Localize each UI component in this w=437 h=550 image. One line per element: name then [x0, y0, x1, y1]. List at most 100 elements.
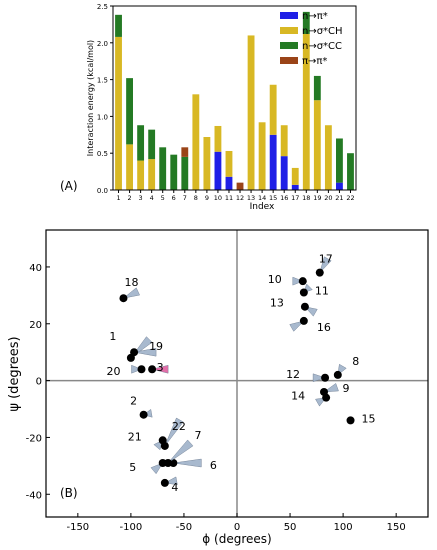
bar-segment	[269, 84, 277, 135]
point-label: 10	[268, 273, 282, 286]
panel-a-legend: n→π* n→σ*CH n→σ*CC π→π*	[280, 11, 343, 67]
point-label: 17	[319, 253, 333, 266]
point-label: 2	[130, 395, 137, 408]
x-tick-label: 14	[258, 194, 266, 202]
x-tick-label: 22	[346, 194, 354, 202]
wedge-marker	[319, 256, 332, 273]
point-label: 19	[149, 340, 163, 353]
data-point	[160, 441, 169, 450]
bar-segment	[280, 156, 288, 190]
bar-segment	[336, 138, 343, 183]
bar-segment	[236, 182, 244, 190]
bar-segment	[181, 156, 189, 190]
wedge-marker	[312, 373, 326, 383]
panel-a-axes: 0.00.51.01.52.02.51 2 3 4 5 6 7 8 9 10 11 12 13 14 15 1…	[97, 3, 357, 202]
data-point	[164, 459, 173, 468]
bar-segment	[269, 134, 277, 190]
point-label: 14	[291, 390, 305, 403]
panel-b-label: (B)	[60, 486, 78, 500]
data-point	[299, 316, 308, 325]
x-tick-label: 0	[234, 522, 240, 533]
legend-label: n→σ*CH	[302, 26, 343, 37]
bar-segment	[148, 129, 156, 160]
y-tick-label: 0.0	[97, 187, 108, 195]
legend-swatch	[280, 42, 298, 49]
y-tick-label: 0.5	[97, 150, 108, 158]
point-label: 1	[109, 330, 116, 343]
data-point	[299, 288, 308, 297]
plot-frame	[45, 229, 429, 518]
legend-label: n→π*	[302, 11, 328, 22]
bar-segment	[137, 160, 145, 190]
bar-segment	[181, 147, 189, 157]
point-label: 3	[157, 361, 164, 374]
legend-swatch	[280, 12, 298, 19]
y-tick-label: 2.5	[97, 3, 108, 11]
bar-segment	[291, 184, 299, 190]
bar-segment	[126, 78, 133, 145]
x-tick-label: 1	[116, 194, 120, 202]
point-label: 4	[171, 481, 178, 494]
bar-segment	[313, 100, 321, 190]
bar-segment	[258, 122, 266, 190]
x-tick-label: 8	[194, 194, 198, 202]
panel-a-bars	[115, 11, 354, 190]
point-label: 22	[172, 420, 186, 433]
x-tick-label: -150	[66, 522, 89, 533]
bar-segment	[148, 159, 156, 190]
x-tick-label: 100	[334, 522, 353, 533]
bar-segment	[280, 125, 288, 157]
point-label: 6	[210, 459, 217, 472]
x-tick-label: 2	[127, 194, 131, 202]
point-label: 20	[107, 365, 121, 378]
wedge-marker	[131, 364, 143, 374]
x-tick-label: 17	[291, 194, 299, 202]
data-point	[321, 373, 330, 382]
wedge-marker	[173, 458, 202, 468]
panel-a: (A) Interaction energy (kcal/mol) Index …	[60, 3, 357, 212]
bar-segment	[115, 36, 122, 190]
plot-frame	[112, 5, 357, 191]
y-tick-label: 40	[29, 263, 42, 274]
x-tick-label: -100	[120, 522, 143, 533]
point-label: 18	[124, 276, 138, 289]
y-tick-label: -40	[26, 490, 42, 501]
panel-b-ylabel: ψ (degrees)	[7, 336, 22, 411]
bar-segment	[291, 167, 299, 185]
x-tick-label: 21	[335, 194, 343, 202]
bar-segment	[336, 182, 343, 190]
wedge-marker	[292, 276, 304, 286]
bar-segment	[214, 151, 222, 190]
point-label: 9	[343, 382, 350, 395]
panel-b-xlabel: ϕ (degrees)	[202, 532, 271, 546]
y-tick-label: 20	[29, 320, 42, 331]
data-point	[137, 365, 146, 374]
point-label: 16	[317, 321, 331, 334]
bar-segment	[302, 11, 310, 34]
x-tick-label: 4	[150, 194, 154, 202]
y-tick-label: -20	[26, 433, 42, 444]
data-point	[322, 393, 331, 402]
bar-segment	[313, 75, 321, 101]
x-tick-label: 5	[161, 194, 165, 202]
panel-a-label: (A)	[60, 179, 78, 193]
panel-b-axes: -150 -100 -50 0 50 100 150 -40 -20 0 20 40	[26, 229, 429, 533]
data-point	[333, 370, 342, 379]
data-point	[315, 268, 324, 277]
x-tick-label: 50	[284, 522, 297, 533]
point-label: 7	[195, 429, 202, 442]
y-tick-label: 1.0	[97, 113, 108, 121]
wedge-marker	[123, 287, 141, 299]
point-label: 21	[128, 430, 142, 443]
y-tick-label: 0	[36, 377, 42, 388]
legend-label: π→π*	[302, 56, 327, 67]
x-tick-label: 13	[247, 194, 255, 202]
bar-segment	[324, 125, 332, 190]
wedge-marker	[134, 347, 157, 357]
bar-segment	[247, 35, 255, 190]
x-tick-label: 20	[324, 194, 332, 202]
bar-segment	[137, 125, 145, 161]
x-tick-label: 150	[387, 522, 406, 533]
